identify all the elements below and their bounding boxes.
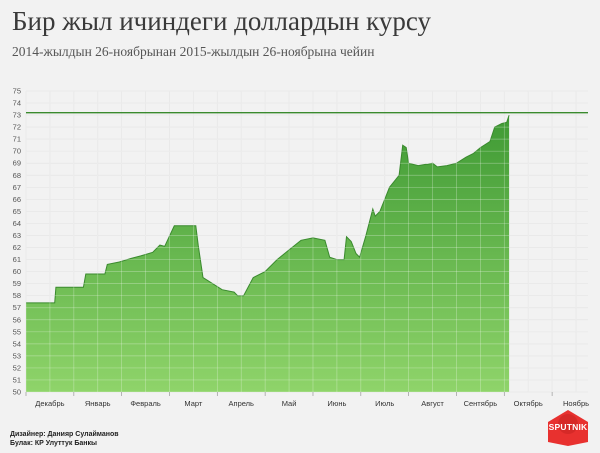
y-tick-label: 57 [13,303,21,312]
chart-subtitle: 2014-жылдын 26-ноябрынан 2015-жылдын 26-… [12,44,375,59]
y-tick-label: 55 [13,327,21,336]
y-tick-label: 59 [13,279,21,288]
y-tick-label: 75 [13,87,21,96]
y-tick-label: 56 [13,315,21,324]
y-tick-label: 69 [13,159,21,168]
y-tick-label: 68 [13,171,21,180]
x-tick-label: Ноябрь [563,399,589,408]
x-tick-label: Август [421,399,444,408]
series-line [26,114,510,304]
x-tick-label: Май [282,399,297,408]
x-tick-label: Март [184,399,203,408]
y-tick-label: 64 [13,219,21,228]
y-tick-label: 50 [13,388,21,397]
y-tick-label: 61 [13,255,21,264]
y-tick-label: 52 [13,363,21,372]
x-tick-label: Октябрь [514,399,543,408]
y-tick-label: 74 [13,99,21,108]
logo-icon [548,410,588,446]
source-credit: Булак: КР Улуттук Банкы [10,439,97,447]
y-tick-label: 62 [13,243,21,252]
area-series [26,115,510,392]
y-tick-label: 60 [13,267,21,276]
designer-credit: Дизайнер: Данияр Сулайманов [10,431,119,438]
y-tick-label: 63 [13,231,21,240]
x-tick-label: Сентябрь [464,399,498,408]
y-tick-label: 53 [13,351,21,360]
y-tick-label: 72 [13,123,21,132]
credits: Дизайнер: Данияр Сулайманов Булак: КР Ул… [10,431,119,448]
y-tick-label: 51 [13,375,21,384]
y-tick-label: 70 [13,147,21,156]
x-tick-label: Июнь [327,399,346,408]
x-tick-label: Апрель [229,399,255,408]
y-tick-label: 73 [13,111,21,120]
y-tick-label: 54 [13,339,21,348]
y-tick-label: 66 [13,195,21,204]
chart-title: Бир жыл ичиндеги доллардын курсу [12,6,432,36]
y-tick-label: 65 [13,207,21,216]
x-tick-label: Январь [85,399,111,408]
y-tick-label: 67 [13,183,21,192]
x-tick-label: Июль [375,399,394,408]
x-tick-label: Декабрь [35,399,64,408]
sputnik-logo: SPUTNIK [544,408,592,448]
x-tick-label: Февраль [130,399,161,408]
y-tick-label: 58 [13,291,21,300]
logo-text: SPUTNIK [548,422,588,432]
y-tick-label: 71 [13,135,21,144]
